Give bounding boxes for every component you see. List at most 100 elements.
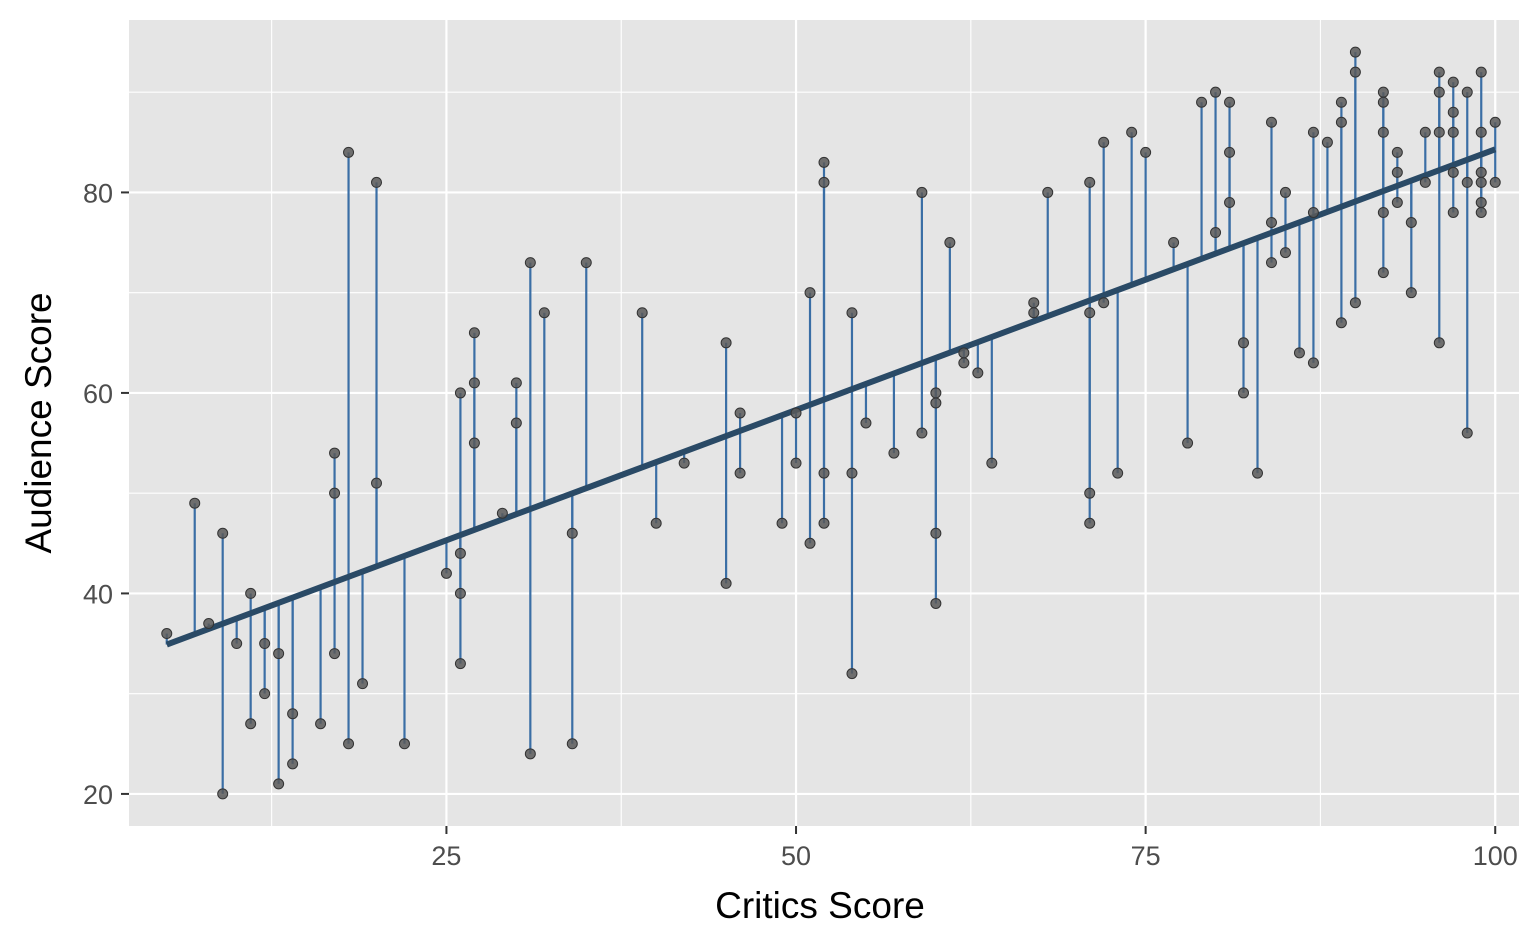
data-point [1182,437,1194,449]
data-point [846,307,858,319]
data-point [440,567,452,579]
data-point [468,327,480,339]
x-tick-label: 25 [431,841,461,871]
data-point [1196,96,1208,108]
data-point [1475,66,1487,78]
y-axis-title: Audience Score [18,292,59,553]
data-point [1293,347,1305,359]
data-point [468,377,480,389]
data-point [860,417,872,429]
data-point [1279,247,1291,259]
fit-line [165,146,1497,648]
data-point [371,477,383,489]
data-point [538,307,550,319]
data-point [1210,86,1222,98]
data-point [273,648,285,660]
data-point [1475,126,1487,138]
data-point [580,257,592,269]
data-point [1084,307,1096,319]
data-point [1489,176,1501,188]
data-point [846,668,858,680]
data-point [1377,86,1389,98]
data-point [930,597,942,609]
data-point [846,467,858,479]
data-point [329,447,341,459]
data-point [1349,297,1361,309]
data-point [1391,146,1403,158]
data-point [1140,146,1152,158]
data-point [720,577,732,589]
data-point [1461,176,1473,188]
data-point [1377,126,1389,138]
data-point [1224,196,1236,208]
data-point [315,718,327,730]
data-point [930,387,942,399]
data-point [1321,136,1333,148]
data-point [524,748,536,760]
y-axis: 20 40 60 80 [83,178,129,810]
data-point [1210,227,1222,239]
data-point [1335,96,1347,108]
data-point [972,367,984,379]
data-point [343,146,355,158]
data-point [371,176,383,188]
data-point [1405,287,1417,299]
data-point [804,537,816,549]
data-point [916,427,928,439]
data-point [1307,126,1319,138]
data-point [357,678,369,690]
x-tick-label: 50 [781,841,811,871]
data-point [1252,467,1264,479]
y-tick-label: 40 [83,579,113,609]
data-point [203,617,215,629]
data-point [1126,126,1138,138]
data-point [1433,126,1445,138]
data-point [1433,337,1445,349]
data-point [1475,206,1487,218]
data-point [804,287,816,299]
data-point [1475,166,1487,178]
data-point [287,758,299,770]
data-point [524,257,536,269]
data-point [1028,307,1040,319]
data-point [1419,126,1431,138]
y-tick-label: 80 [83,178,113,208]
data-point [510,417,522,429]
data-point [1377,96,1389,108]
data-point [1307,206,1319,218]
data-point [454,547,466,559]
data-point [1433,86,1445,98]
data-point [454,658,466,670]
fit-line-group [165,146,1497,648]
data-point [454,587,466,599]
data-point [1098,136,1110,148]
data-point [1168,237,1180,249]
data-point [1475,196,1487,208]
data-point [454,387,466,399]
x-tick-label: 75 [1131,841,1161,871]
data-point [986,457,998,469]
data-point [1224,96,1236,108]
data-point [1238,387,1250,399]
data-point [1112,467,1124,479]
y-tick-label: 20 [83,780,113,810]
data-point [650,517,662,529]
data-point [1265,257,1277,269]
data-point [1447,106,1459,118]
data-point [510,377,522,389]
data-point [818,467,830,479]
data-point [734,467,746,479]
data-point [1433,66,1445,78]
data-point [930,397,942,409]
data-point [1349,66,1361,78]
data-point [1461,427,1473,439]
data-point [1391,196,1403,208]
data-point [329,487,341,499]
data-point [1349,46,1361,58]
data-point [189,497,201,509]
data-point [790,457,802,469]
data-point [720,337,732,349]
data-point [1084,487,1096,499]
data-point [1489,116,1501,128]
data-point [734,407,746,419]
